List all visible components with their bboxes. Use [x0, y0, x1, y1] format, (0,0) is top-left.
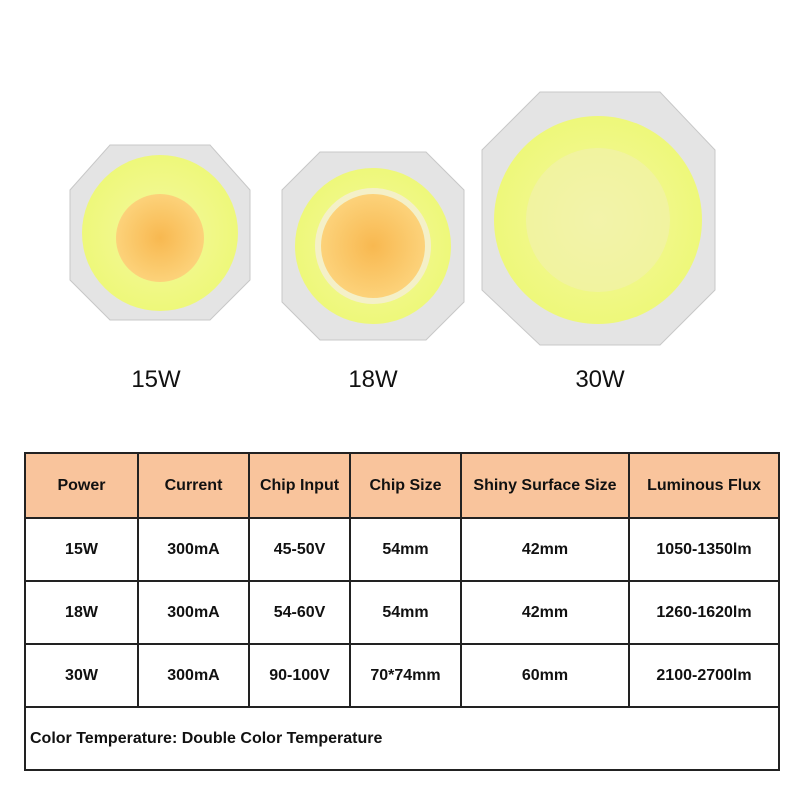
- table-row: 15W 300mA 45-50V 54mm 42mm 1050-1350lm: [24, 517, 780, 582]
- table-cell: 15W: [24, 517, 139, 582]
- product-label: 15W: [131, 366, 181, 393]
- note-row: Color Temperature: Double Color Temperat…: [24, 706, 780, 771]
- table-cell: 70*74mm: [349, 643, 462, 708]
- table-cell: 18W: [24, 580, 139, 645]
- table-cell: 1050-1350lm: [628, 517, 780, 582]
- table-cell: 45-50V: [248, 517, 351, 582]
- table-cell: 300mA: [137, 580, 250, 645]
- table-cell: 1260-1620lm: [628, 580, 780, 645]
- led-18w: [281, 151, 465, 341]
- header-cell: Luminous Flux: [628, 452, 780, 519]
- table-cell: 54mm: [349, 580, 462, 645]
- table-cell: 42mm: [460, 517, 630, 582]
- header-cell: Chip Size: [349, 452, 462, 519]
- table-cell: 54-60V: [248, 580, 351, 645]
- table-cell: 300mA: [137, 643, 250, 708]
- table-cell: 30W: [24, 643, 139, 708]
- header-row: Power Current Chip Input Chip Size Shiny Sur…: [24, 452, 780, 519]
- led-15w: [69, 144, 251, 321]
- header-cell: Power: [24, 452, 139, 519]
- table-cell: 90-100V: [248, 643, 351, 708]
- table-cell: 42mm: [460, 580, 630, 645]
- table-row: 30W 300mA 90-100V 70*74mm 60mm 2100-2700lm: [24, 643, 780, 708]
- product-label: 18W: [348, 366, 398, 393]
- spec-table: Power Current Chip Input Chip Size Shiny Sur…: [24, 452, 780, 771]
- table-cell: 2100-2700lm: [628, 643, 780, 708]
- table-cell: 60mm: [460, 643, 630, 708]
- note-cell: Color Temperature: Double Color Temperat…: [24, 706, 780, 771]
- table-cell: 300mA: [137, 517, 250, 582]
- header-cell: Chip Input: [248, 452, 351, 519]
- table-cell: 54mm: [349, 517, 462, 582]
- led-images: [69, 91, 716, 346]
- header-cell: Shiny Surface Size: [460, 452, 630, 519]
- product-label: 30W: [575, 366, 625, 393]
- table-row: 18W 300mA 54-60V 54mm 42mm 1260-1620lm: [24, 580, 780, 645]
- led-30w: [481, 91, 716, 346]
- header-cell: Current: [137, 452, 250, 519]
